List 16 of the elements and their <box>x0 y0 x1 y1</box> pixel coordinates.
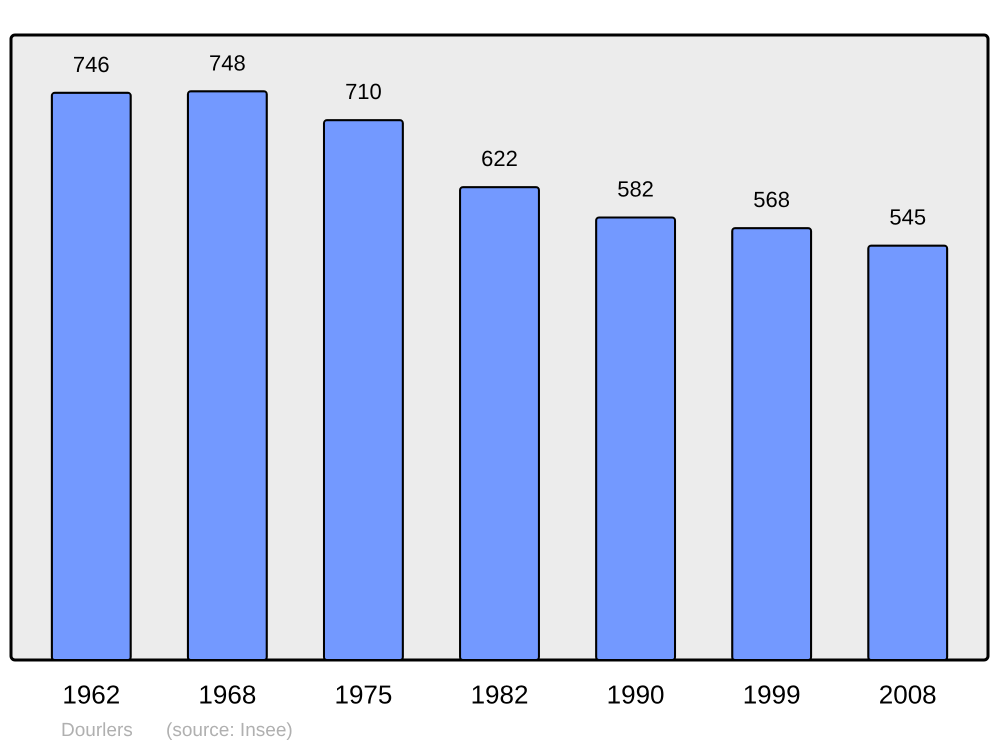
text: (source: Insee) <box>166 720 293 741</box>
data-label: 748 <box>208 50 246 76</box>
data-label: 545 <box>889 204 926 230</box>
data-label: 568 <box>753 187 790 212</box>
data-label: 746 <box>72 52 110 77</box>
x-tick-label: 1999 <box>742 680 801 710</box>
text: Dourlers <box>61 720 133 741</box>
x-tick-label: 1975 <box>334 680 392 710</box>
x-tick-label: 1990 <box>606 680 664 710</box>
data-label: 582 <box>617 176 654 202</box>
x-tick-label: 1962 <box>62 680 120 710</box>
data-label: 622 <box>481 146 518 172</box>
x-tick-label: 1968 <box>198 680 256 710</box>
x-tick-label: 1982 <box>470 680 528 710</box>
x-tick-label: 2008 <box>878 680 937 710</box>
data-label: 710 <box>345 79 382 104</box>
